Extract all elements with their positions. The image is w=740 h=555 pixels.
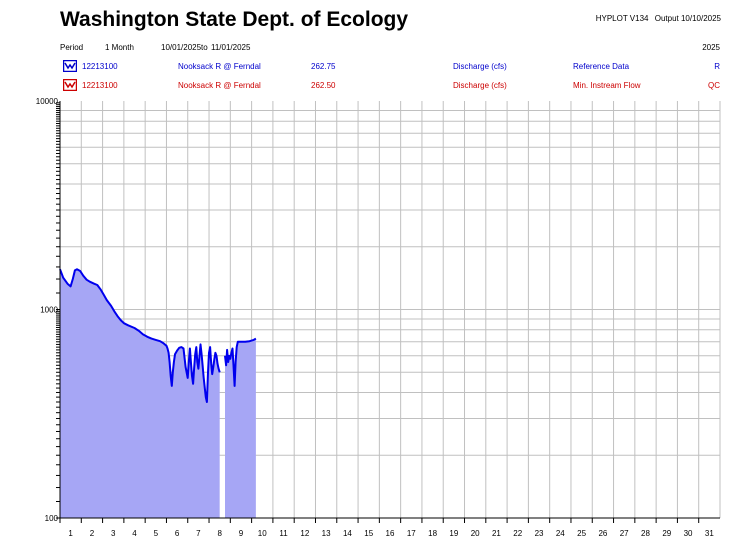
x-tick-label: 28: [641, 529, 650, 538]
x-tick-label: 29: [662, 529, 671, 538]
legend-parameter: Discharge (cfs): [453, 62, 507, 71]
x-tick-label: 20: [471, 529, 480, 538]
x-tick-label: 3: [111, 529, 116, 538]
period-start: 10/01/2025: [161, 43, 202, 52]
x-tick-label: 19: [449, 529, 458, 538]
x-tick-label: 1: [68, 529, 73, 538]
y-tick-label: 100: [45, 514, 59, 523]
y-tick-label: 10000: [36, 97, 59, 106]
period-row: Period 1 Month 10/01/2025 to 11/01/2025 …: [60, 43, 720, 55]
x-tick-label: 22: [513, 529, 522, 538]
program-info: HYPLOT V134 Output 10/10/2025: [592, 14, 721, 23]
hydrograph-icon: [63, 60, 77, 72]
x-tick-label: 9: [239, 529, 244, 538]
output-date: Output 10/10/2025: [654, 14, 721, 23]
legend-site: 12213100: [82, 62, 118, 71]
legend-station: Nooksack R @ Ferndal: [178, 62, 261, 71]
program-version: HYPLOT V134: [595, 14, 649, 23]
legend-site: 12213100: [82, 81, 118, 90]
legend-dataset: Min. Instream Flow: [573, 81, 641, 90]
x-tick-label: 6: [175, 529, 180, 538]
x-tick-label: 30: [684, 529, 693, 538]
x-tick-label: 12: [300, 529, 309, 538]
x-tick-label: 27: [620, 529, 629, 538]
legend-station: Nooksack R @ Ferndal: [178, 81, 261, 90]
legend-value: 262.50: [311, 81, 336, 90]
period-year: 2025: [702, 43, 720, 52]
page-title: Washington State Dept. of Ecology: [60, 8, 409, 31]
x-tick-label: 21: [492, 529, 501, 538]
x-tick-label: 8: [217, 529, 222, 538]
x-tick-label: 11: [279, 529, 288, 538]
x-tick-label: 14: [343, 529, 352, 538]
x-tick-label: 17: [407, 529, 416, 538]
hydrograph-icon: [63, 79, 77, 91]
x-tick-label: 4: [132, 529, 137, 538]
series-area: [225, 338, 256, 518]
x-tick-label: 5: [154, 529, 159, 538]
x-tick-label: 24: [556, 529, 565, 538]
x-tick-label: 13: [322, 529, 331, 538]
x-tick-label: 25: [577, 529, 586, 538]
x-tick-label: 31: [705, 529, 714, 538]
legend-dataset: Reference Data: [573, 62, 630, 71]
period-to: to: [201, 43, 208, 52]
legend-value: 262.75: [311, 62, 336, 71]
x-tick-label: 23: [535, 529, 544, 538]
series-line: [224, 337, 257, 387]
legend-code: R: [714, 62, 720, 71]
series-line: [59, 268, 221, 403]
legend-entry-min-instream[interactable]: 12213100 Nooksack R @ Ferndal 262.50 Dis…: [60, 79, 720, 93]
x-tick-label: 10: [258, 529, 267, 538]
period-label: Period: [60, 43, 84, 52]
x-tick-label: 26: [598, 529, 607, 538]
x-tick-label: 7: [196, 529, 201, 538]
legend-parameter: Discharge (cfs): [453, 81, 507, 90]
x-tick-label: 16: [386, 529, 395, 538]
x-tick-label: 18: [428, 529, 437, 538]
period-length: 1 Month: [105, 43, 134, 52]
legend-entry-reference[interactable]: 12213100 Nooksack R @ Ferndal 262.75 Dis…: [60, 60, 720, 74]
x-tick-label: 2: [90, 529, 95, 538]
x-tick-label: 15: [364, 529, 373, 538]
y-tick-label: 1000: [40, 306, 58, 315]
period-end: 11/01/2025: [211, 43, 251, 52]
legend-code: QC: [708, 81, 720, 90]
series-area: [60, 269, 220, 518]
